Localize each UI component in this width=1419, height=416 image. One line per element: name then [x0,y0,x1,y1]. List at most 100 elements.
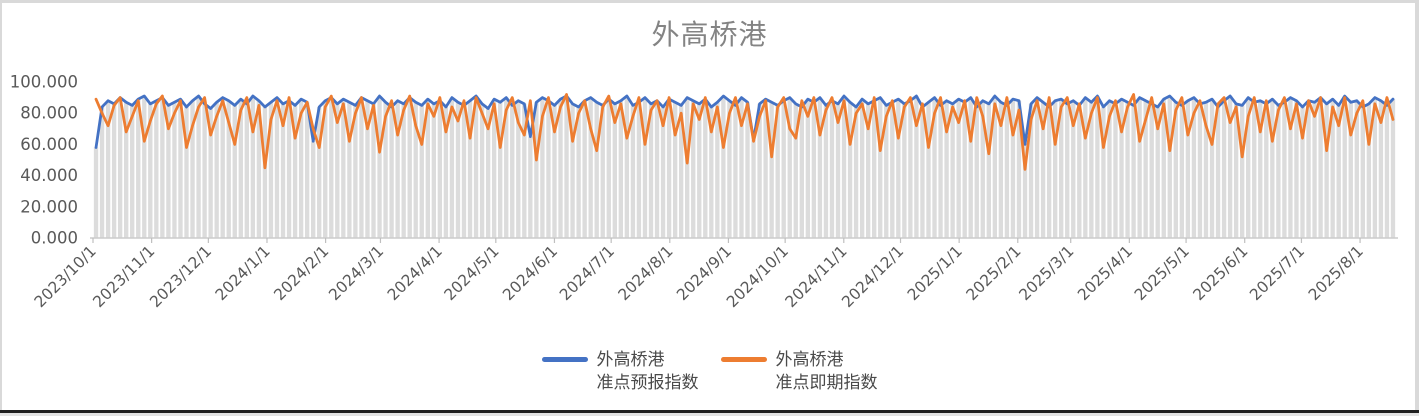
y-tick-label: 100.000 [10,73,78,92]
legend-item-forecast[interactable]: 外高桥港 准点预报指数 [541,349,699,395]
y-tick-label: 60.000 [20,135,78,154]
column-bar [998,102,1004,238]
x-tick-label: 2025/2/1 [963,242,1025,304]
column-bar [642,97,648,238]
column-bar [1197,103,1203,238]
column-bar [902,103,907,238]
column-bar [1083,97,1088,238]
column-bar [853,106,859,239]
legend-item-spot[interactable]: 外高桥港 准点即期指数 [720,349,878,395]
column-bar [660,106,666,239]
y-tick-label: 40.000 [20,166,78,185]
column-bar [304,102,310,238]
spot-line [94,93,1395,171]
column-bar [184,106,189,239]
column-bar [178,99,183,238]
x-tick-label: 2024/10/1 [723,242,792,311]
x-tick-label: 2023/12/1 [146,242,215,311]
column-bar [1089,102,1094,238]
column-bar [932,97,937,238]
column-bar [1300,106,1305,239]
column-bar [1252,102,1257,238]
column-bar [678,105,684,239]
y-tick-label: 80.000 [20,104,78,123]
spot-series-swatch [720,357,767,362]
column-bar [1053,100,1058,238]
column-bar [1348,102,1353,238]
column-bar [570,103,575,238]
forecast-series-label: 外高桥港 准点预报指数 [597,349,699,395]
column-bar [884,105,889,239]
column-bar [1143,100,1148,238]
column-bar [823,105,829,239]
column-bar [413,102,418,238]
y-tick-label: 20.000 [20,197,78,216]
column-bar [353,105,358,239]
x-tick-label: 2024/8/1 [615,242,677,304]
column-bar [220,97,225,238]
column-bar [329,97,334,238]
column-bar [172,102,177,238]
column-bar [383,102,388,238]
column-bar [636,102,642,238]
column-bar [1131,105,1136,239]
column-bar [479,103,485,238]
column-bar [558,99,563,238]
column-bar [1125,102,1130,238]
column-bar [992,96,998,238]
column-bar [214,102,219,238]
column-bar [1221,100,1227,238]
column-bar [298,99,304,238]
column-bar [105,100,111,238]
x-tick-label: 2023/10/1 [31,242,100,311]
chart-border-right [1415,0,1419,410]
column-bar [117,97,123,238]
column-bar [1113,103,1118,238]
y-axis-labels: 0.000 20.000 40.000 60.000 80.000 100.000 [10,73,78,248]
column-bar [552,105,557,239]
column-bar [1330,99,1335,238]
column-bar [1354,100,1359,238]
column-bar [1366,103,1372,238]
column-bar [703,99,708,238]
legend-label-line1: 外高桥港 [596,350,665,370]
column-bar [576,106,581,239]
column-bar [1312,102,1317,238]
column-bar [528,136,533,238]
x-axis: 2023/10/12023/11/12023/12/12024/1/12024/… [31,237,1398,311]
column-bar [323,100,328,238]
column-bar [1185,100,1191,238]
column-bar [371,103,376,238]
column-bar [546,100,551,238]
column-bar [721,96,726,238]
column-bar [817,97,823,238]
column-bar [1095,96,1100,238]
column-bar [1155,106,1160,239]
column-bar [130,105,135,239]
column-bar [968,97,973,238]
column-bar [1306,100,1311,238]
column-bar [154,100,159,238]
window-bottom-edge [0,410,1419,413]
column-bar [148,103,153,238]
column-bar [1004,105,1010,239]
column-bar [467,100,473,238]
x-tick-label: 2024/6/1 [499,242,561,304]
column-bar [811,102,817,238]
column-bar [1258,100,1263,238]
column-bar [455,102,461,238]
column-bar [618,100,623,238]
column-bar [1318,97,1323,238]
column-bar [1022,144,1028,238]
column-bar [160,97,165,238]
column-bar [1282,102,1287,238]
column-bar [1264,103,1269,238]
x-tick-label: 2024/1/1 [212,242,274,304]
column-bar [1276,105,1281,239]
sheet-background-strip [0,413,1419,416]
column-bar [757,103,762,238]
column-bar [1294,100,1299,238]
column-bar [485,108,491,239]
